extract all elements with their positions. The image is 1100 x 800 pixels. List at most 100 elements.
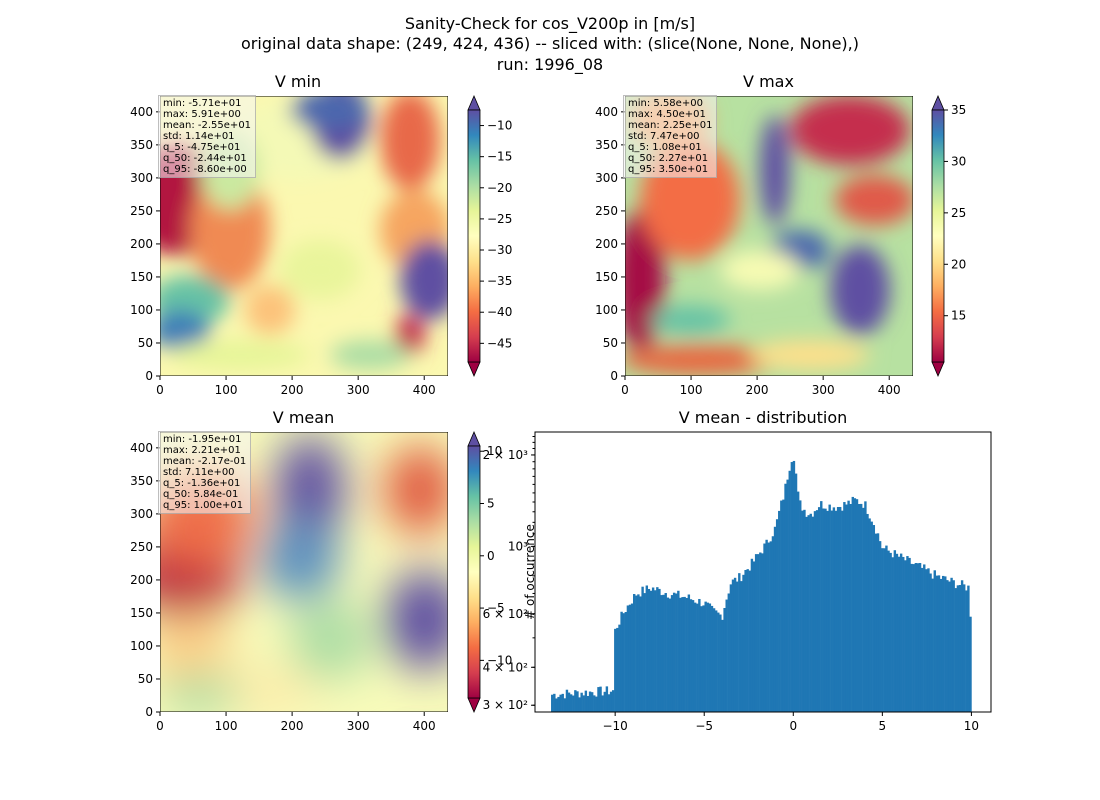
histogram-bar bbox=[750, 558, 754, 712]
figure-title-line-1: Sanity-Check for cos_V200p in [m/s] bbox=[404, 14, 696, 33]
colorbar-extend-top bbox=[467, 430, 481, 447]
histogram-bar bbox=[887, 550, 890, 712]
stat-line: min: -1.95e+01 bbox=[163, 434, 242, 445]
histogram-bar bbox=[876, 533, 880, 712]
hist-x-tick-label: −10 bbox=[602, 719, 627, 733]
histogram-bar bbox=[857, 504, 861, 712]
histogram-bar bbox=[870, 521, 873, 712]
histogram-bar bbox=[822, 508, 825, 712]
histogram-bar bbox=[893, 550, 897, 712]
stat-line: std: 1.14e+01 bbox=[163, 131, 235, 142]
histogram-bar bbox=[611, 690, 615, 712]
colorbar-tick-label: −10 bbox=[487, 653, 512, 667]
hist-y-tick-label: 2 × 10³ bbox=[483, 448, 529, 462]
histogram-bar bbox=[944, 576, 947, 712]
y-tick-label: 350 bbox=[130, 474, 153, 488]
histogram-bar bbox=[908, 557, 911, 712]
histogram-bar bbox=[904, 560, 907, 712]
histogram-bar bbox=[847, 500, 850, 712]
histogram-bar bbox=[559, 694, 562, 712]
colorbar-tick-label: 0 bbox=[487, 549, 495, 563]
histogram-bar bbox=[851, 496, 855, 712]
histogram-bar bbox=[853, 498, 857, 712]
x-tick-label: 100 bbox=[215, 383, 238, 397]
colorbar-body bbox=[931, 109, 945, 363]
histogram-bar bbox=[624, 612, 627, 712]
colorbar-tick-label: 35 bbox=[951, 103, 966, 117]
histogram-bar bbox=[824, 508, 827, 712]
histogram-bar bbox=[754, 554, 758, 712]
histogram-bar bbox=[836, 506, 840, 712]
y-tick-label: 400 bbox=[130, 441, 153, 455]
y-tick-label: 0 bbox=[145, 705, 153, 719]
histogram-bar bbox=[878, 541, 882, 712]
stat-line: q_50: 2.27e+01 bbox=[628, 153, 709, 164]
histogram-bar bbox=[735, 581, 739, 712]
histogram-bar bbox=[910, 563, 913, 712]
histogram-bar bbox=[603, 691, 606, 712]
histogram-bar bbox=[628, 604, 632, 712]
histogram-bar bbox=[691, 600, 695, 712]
histogram-bar bbox=[698, 598, 701, 712]
x-tick-label: 0 bbox=[156, 719, 164, 733]
x-tick-label: 0 bbox=[621, 383, 629, 397]
histogram-bar bbox=[920, 567, 924, 712]
histogram-bar bbox=[666, 597, 670, 712]
histogram-bar bbox=[872, 525, 876, 712]
colorbar-tick-label: −45 bbox=[487, 336, 512, 350]
histogram-bar bbox=[935, 575, 939, 712]
y-tick-label: 200 bbox=[130, 573, 153, 587]
stat-line: max: 2.21e+01 bbox=[163, 445, 241, 456]
histogram-bar bbox=[933, 570, 936, 712]
stat-line: min: 5.58e+00 bbox=[628, 98, 703, 109]
y-tick-label: 50 bbox=[603, 336, 618, 350]
histogram-bar bbox=[719, 614, 722, 712]
histogram-bar bbox=[689, 599, 693, 712]
histogram-bar bbox=[647, 588, 651, 712]
x-tick-label: 200 bbox=[746, 383, 769, 397]
histogram-bar bbox=[595, 696, 598, 712]
stat-line: min: -5.71e+01 bbox=[163, 98, 242, 109]
histogram-bar bbox=[931, 578, 934, 712]
histogram-bar bbox=[950, 577, 953, 712]
histogram-bar bbox=[809, 513, 812, 712]
figure-title-line-3: run: 1996_08 bbox=[496, 55, 604, 74]
histogram-bar bbox=[643, 593, 646, 712]
histogram-bar bbox=[956, 585, 960, 712]
y-tick-label: 350 bbox=[130, 138, 153, 152]
histogram-bar bbox=[937, 575, 941, 712]
stat-line: q_95: 3.50e+01 bbox=[628, 164, 709, 175]
histogram-bar bbox=[763, 543, 766, 712]
vmin-colorbar: −45 −40 −35 −30 −25 −20 −15 −10 bbox=[467, 94, 512, 378]
histogram-bar bbox=[748, 570, 752, 712]
colorbars: −45 −40 −35 −30 −25 −20 −15 −10 15 20 25 30 35 −10 −5 0… bbox=[467, 94, 966, 714]
x-tick-label: 200 bbox=[281, 719, 304, 733]
histogram-bar bbox=[881, 548, 884, 712]
histogram-bar bbox=[895, 553, 899, 712]
colorbar-extend-bottom bbox=[931, 361, 945, 378]
x-tick-label: 300 bbox=[812, 383, 835, 397]
vmax-stats: min: 5.58e+00 max: 4.50e+01 mean: 2.25e+01… bbox=[623, 95, 718, 178]
histogram-bar bbox=[651, 587, 655, 712]
histogram-bar bbox=[889, 552, 892, 712]
histogram-bar bbox=[565, 689, 569, 712]
vmax-colorbar: 15 20 25 30 35 bbox=[931, 94, 966, 378]
histogram-bar bbox=[962, 584, 966, 712]
colorbar-extend-top bbox=[931, 94, 945, 111]
histogram-bar bbox=[967, 585, 970, 712]
histogram-bar bbox=[914, 563, 918, 712]
histogram-bar bbox=[965, 590, 968, 712]
vmean-map bbox=[160, 432, 448, 712]
x-tick-label: 300 bbox=[347, 383, 370, 397]
y-tick-label: 50 bbox=[138, 336, 153, 350]
histogram-bars bbox=[551, 460, 972, 712]
histogram-bar bbox=[784, 483, 787, 712]
histogram-bar bbox=[843, 502, 846, 712]
histogram-bar bbox=[614, 628, 617, 712]
histogram-bar bbox=[639, 596, 642, 712]
histogram-bar bbox=[607, 694, 611, 712]
vmin-stats: min: -5.71e+01 max: 5.91e+00 mean: -2.55e+… bbox=[158, 95, 257, 178]
histogram-bar bbox=[683, 596, 686, 712]
histogram-bar bbox=[929, 573, 932, 712]
